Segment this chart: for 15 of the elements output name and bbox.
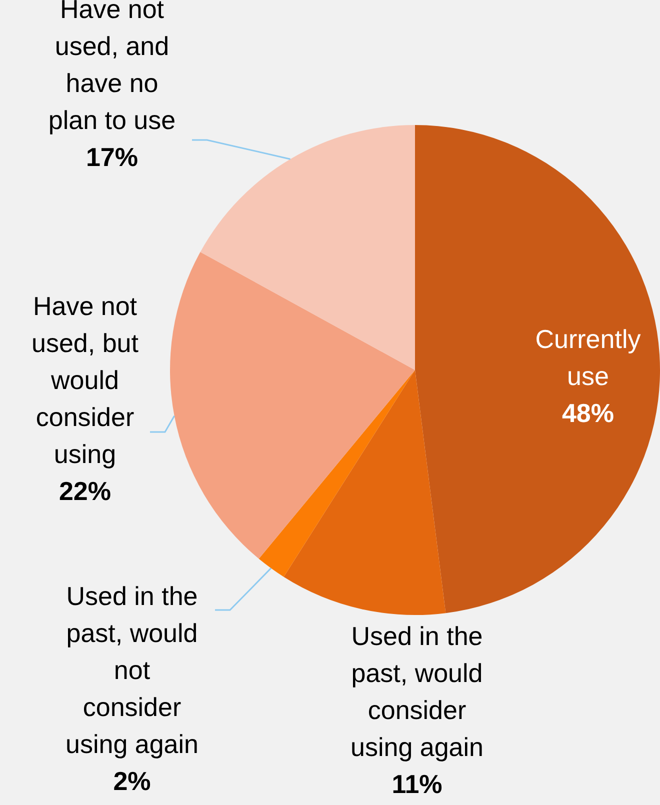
slice-label: Used in the past, would not consider using again	[66, 581, 198, 759]
pie-slice	[415, 125, 660, 614]
slice-label: Have not used, and have no plan to use	[48, 0, 176, 135]
slice-label: Have not used, but would consider using	[32, 291, 140, 469]
data-label: 22%	[58, 476, 112, 506]
data-label: 48%	[562, 398, 614, 428]
pie-slice	[170, 252, 415, 559]
data-label: 11%	[392, 769, 442, 799]
data-label: 2%	[113, 766, 151, 796]
slice-label: Currently use	[535, 324, 641, 391]
pie-slice	[284, 370, 446, 615]
pie-slice	[258, 370, 415, 577]
pie-slice	[200, 125, 415, 370]
data-label: 17%	[86, 142, 138, 172]
slice-label: Used in the past, would consider using again	[350, 621, 484, 762]
